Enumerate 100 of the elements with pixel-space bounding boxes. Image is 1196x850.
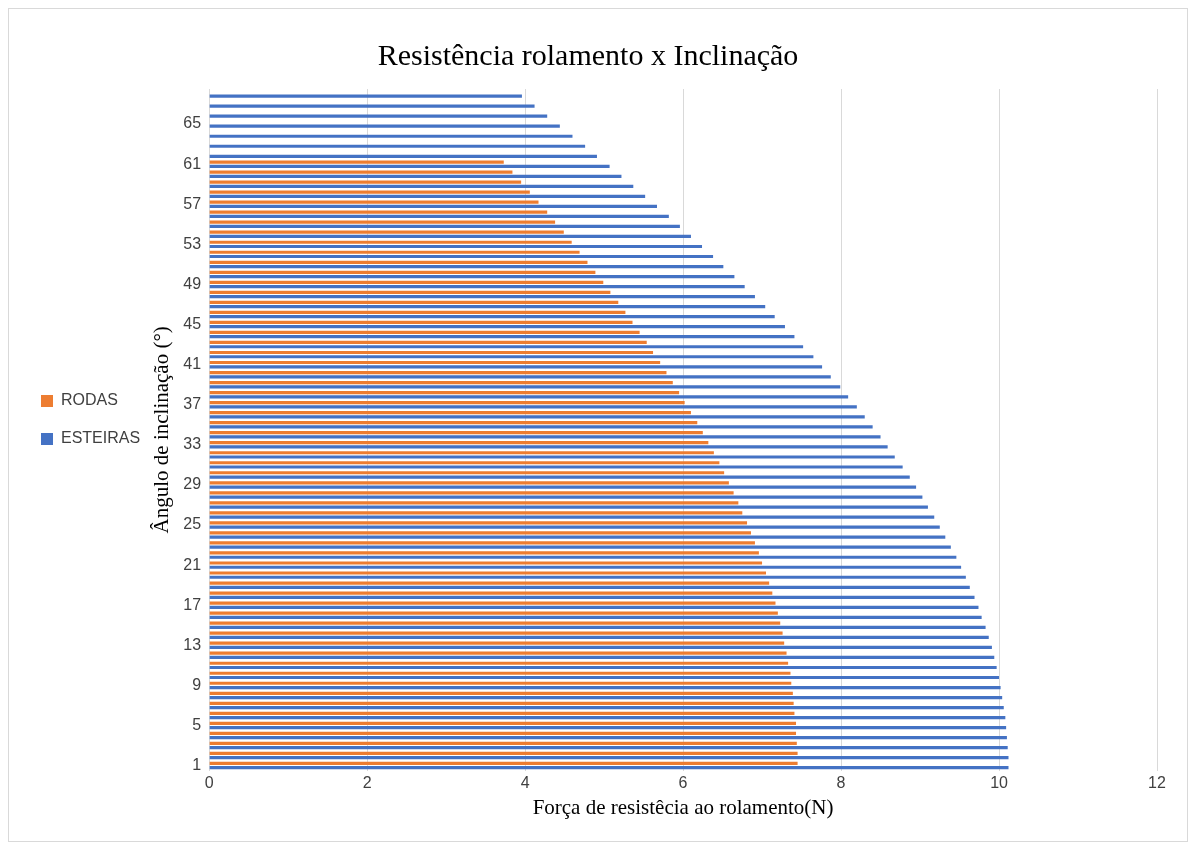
bar	[209, 94, 522, 98]
bar	[209, 170, 513, 174]
bar	[209, 190, 530, 194]
y-tick-label: 1	[192, 755, 202, 773]
bar	[209, 515, 935, 519]
bar	[209, 611, 778, 615]
bar	[209, 455, 895, 459]
bar	[209, 505, 928, 509]
bar	[209, 335, 795, 339]
bar	[209, 350, 654, 355]
x-tick-label: 12	[1148, 773, 1166, 791]
bar	[209, 380, 673, 385]
bar	[209, 401, 685, 405]
y-tick-label: 37	[183, 395, 202, 413]
bar	[209, 731, 797, 735]
bar	[209, 491, 734, 495]
bar	[209, 461, 720, 465]
bar	[209, 305, 766, 309]
bar	[209, 555, 957, 559]
bar	[209, 705, 1004, 710]
bar	[209, 601, 776, 605]
y-tick-label: 33	[183, 435, 202, 453]
bar	[209, 274, 735, 279]
bar	[209, 716, 1006, 720]
bar	[209, 160, 504, 164]
bar	[209, 451, 714, 455]
y-tick-label: 57	[183, 194, 202, 212]
bar	[209, 485, 917, 489]
bar	[209, 194, 646, 198]
bar	[209, 415, 865, 419]
bar	[209, 581, 770, 585]
bar	[209, 345, 804, 349]
bar	[209, 685, 1001, 690]
bar	[209, 154, 597, 158]
bar	[209, 631, 783, 635]
bar	[209, 210, 548, 214]
bar	[209, 701, 794, 705]
bar	[209, 435, 881, 439]
bar	[209, 475, 910, 479]
x-tick-label: 8	[836, 773, 846, 791]
y-axis-title: Ângulo de inclinação (°)	[149, 326, 174, 534]
bar	[209, 405, 857, 409]
bar	[209, 625, 986, 629]
bar	[209, 264, 724, 269]
bar	[209, 645, 992, 650]
bar	[209, 204, 657, 208]
bar	[209, 234, 691, 239]
y-tick-label: 5	[192, 715, 202, 733]
bar	[209, 421, 698, 425]
bar	[209, 445, 888, 449]
bar	[209, 545, 951, 549]
bar	[209, 655, 995, 660]
bar	[209, 521, 748, 525]
bar	[209, 184, 634, 188]
bar	[209, 761, 798, 766]
bar	[209, 370, 667, 375]
bar	[209, 254, 714, 259]
legend-label: RODAS	[61, 391, 118, 409]
bar	[209, 390, 680, 395]
bar	[209, 535, 946, 539]
y-tick-label: 53	[183, 234, 202, 252]
y-tick-label: 13	[183, 635, 202, 653]
bar	[209, 295, 755, 299]
bar	[209, 431, 703, 435]
y-tick-label: 9	[192, 675, 202, 693]
bar	[209, 220, 556, 224]
bar	[209, 230, 564, 234]
bar	[209, 355, 814, 359]
bar	[209, 501, 739, 505]
bar	[209, 144, 586, 148]
bar	[209, 711, 795, 715]
bar	[209, 340, 647, 345]
bar	[209, 290, 611, 294]
bar	[209, 671, 791, 675]
bar	[209, 585, 970, 589]
bar	[209, 615, 982, 619]
bar	[209, 591, 773, 595]
y-tick-label: 21	[183, 555, 202, 573]
bar	[209, 511, 743, 515]
x-axis-title: Força de resistêcia ao rolamento(N)	[532, 794, 834, 819]
bar	[209, 641, 785, 645]
bar	[209, 284, 745, 289]
y-tick-label: 41	[183, 355, 202, 373]
bar	[209, 214, 669, 219]
bar	[209, 756, 1009, 760]
y-tick-label: 61	[183, 154, 202, 172]
bar	[209, 164, 610, 168]
bar	[209, 320, 633, 325]
bar	[209, 726, 1007, 730]
chart-title: Resistência rolamento x Inclinação	[377, 37, 799, 71]
bar	[209, 531, 751, 535]
bar	[209, 471, 725, 475]
bar	[209, 621, 781, 625]
bar	[209, 736, 1007, 740]
bar	[209, 525, 940, 529]
bar	[209, 675, 1000, 680]
bar	[209, 681, 792, 685]
legend-label: ESTEIRAS	[61, 429, 141, 447]
x-tick-label: 6	[678, 773, 688, 791]
y-tick-label: 25	[183, 515, 202, 533]
